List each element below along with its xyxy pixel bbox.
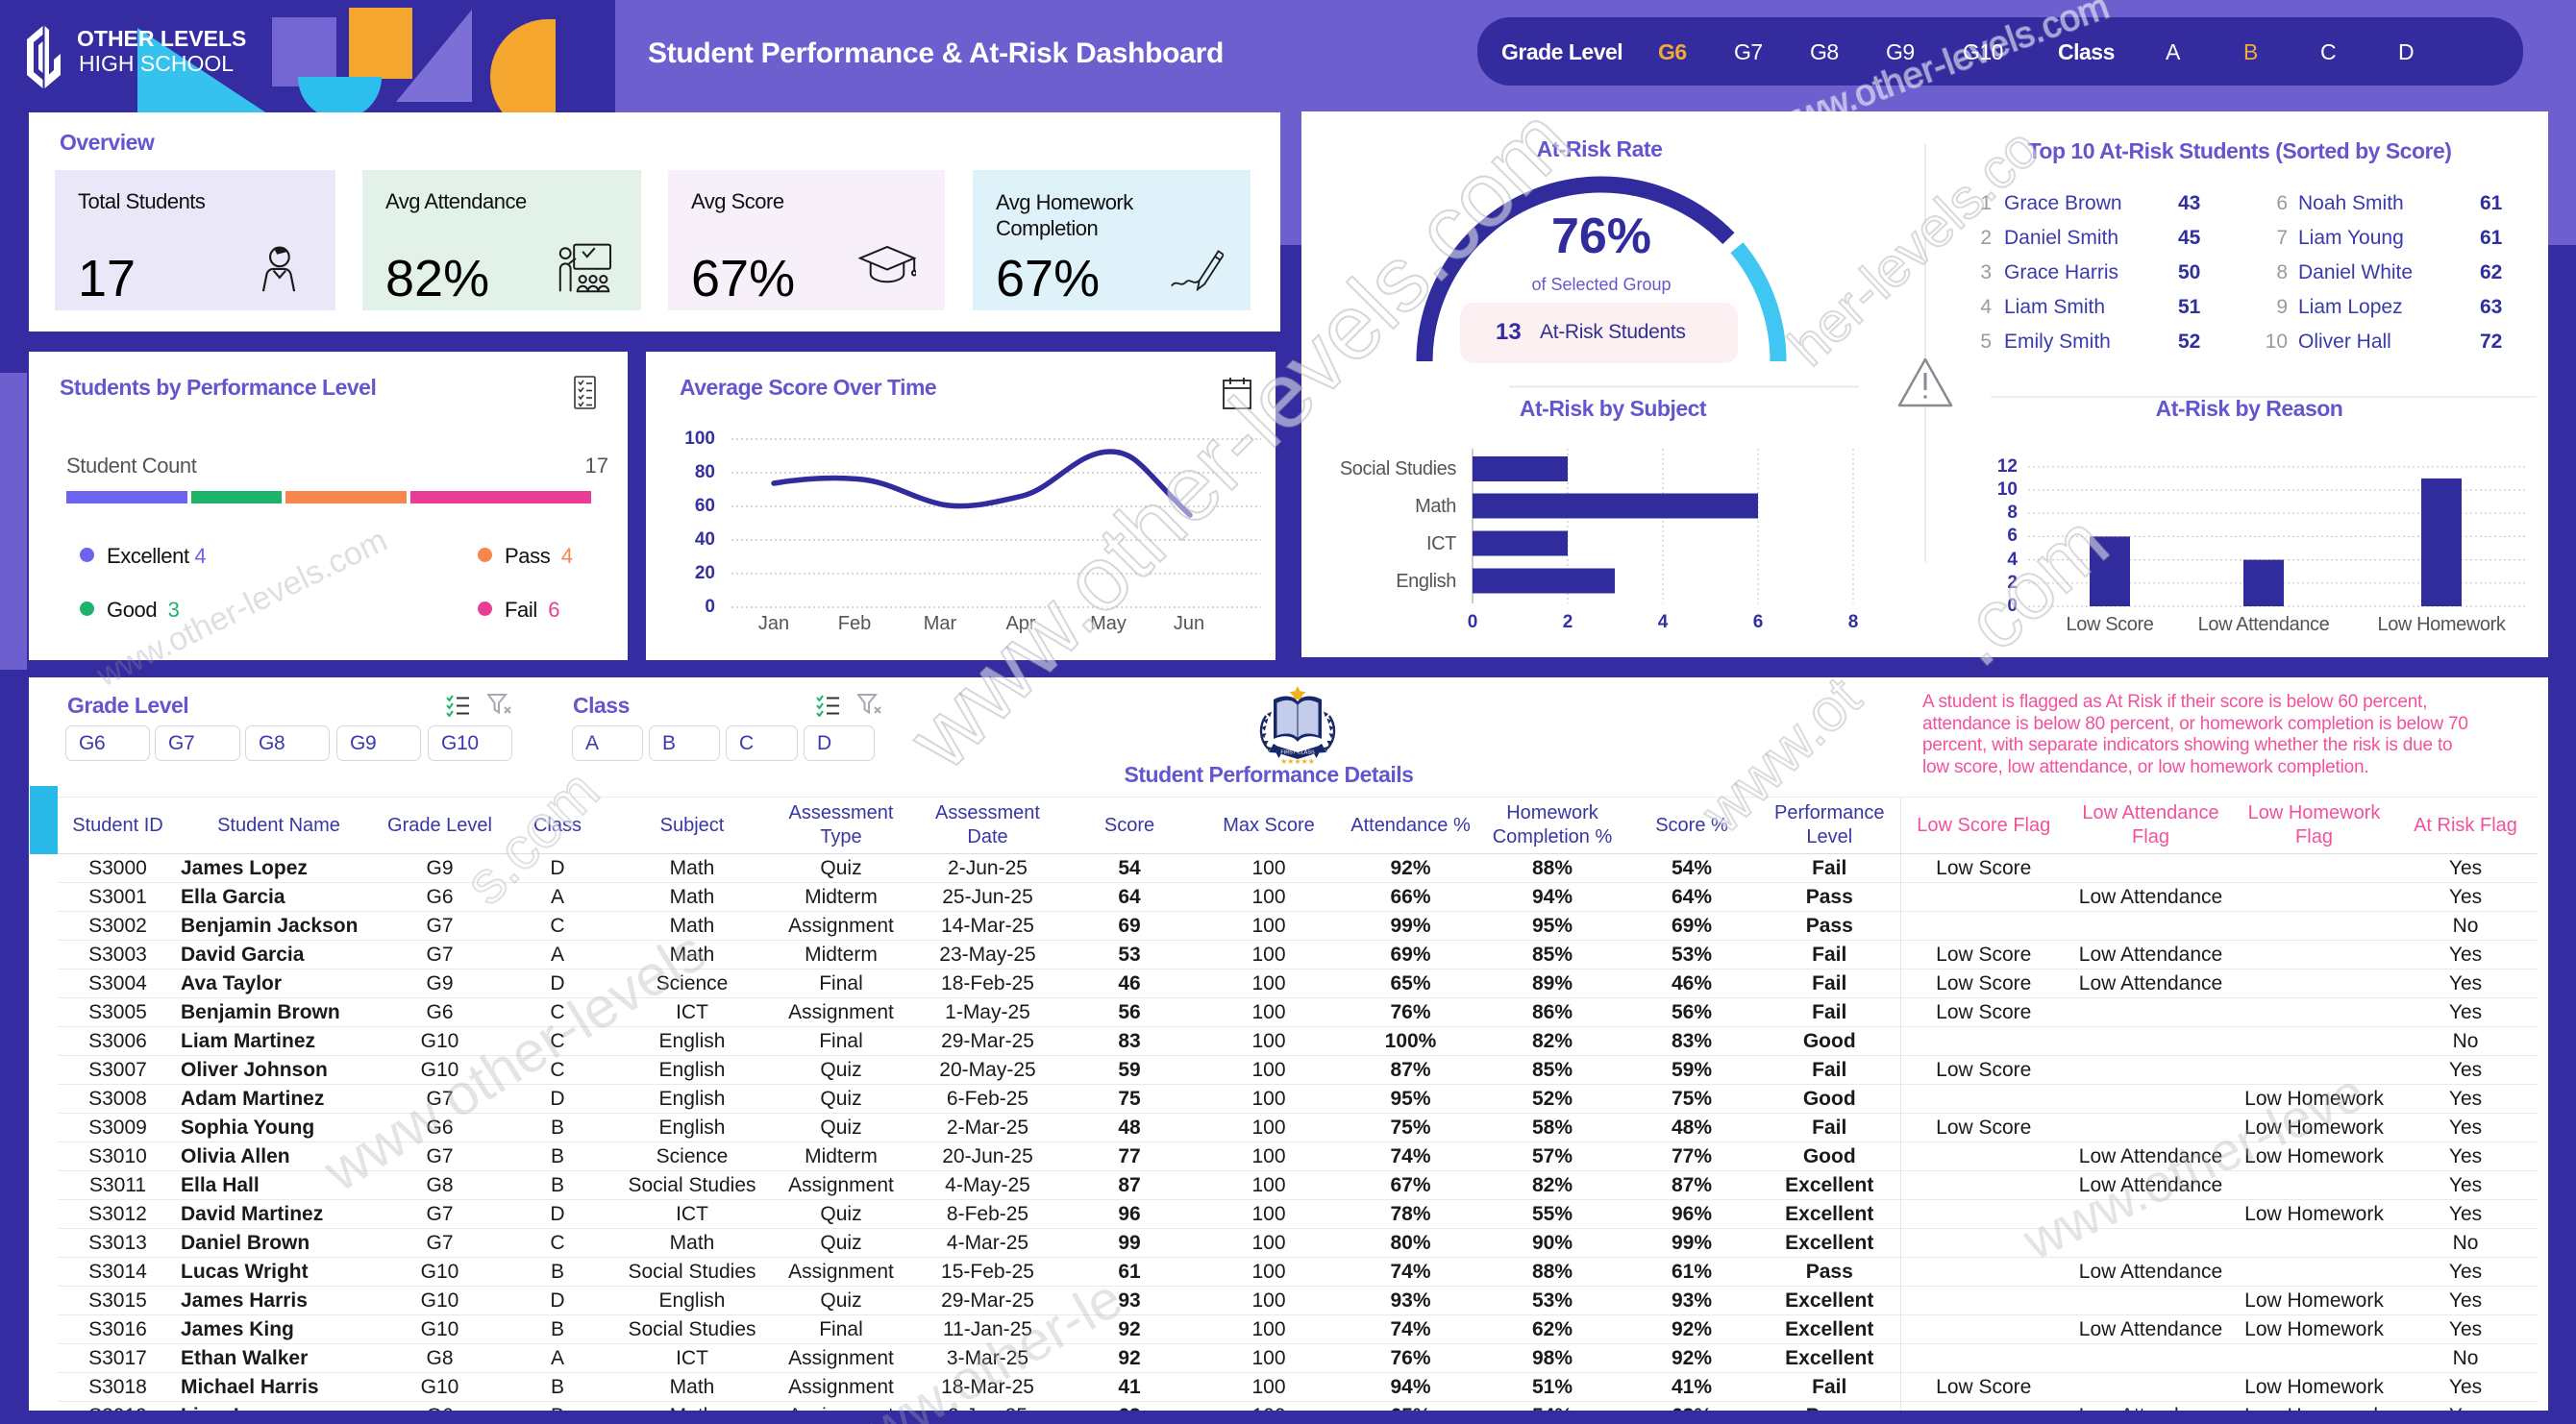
- svg-text:FIRST CLASS: FIRST CLASS: [1280, 750, 1315, 756]
- svg-text:★★★★★: ★★★★★: [1280, 757, 1315, 764]
